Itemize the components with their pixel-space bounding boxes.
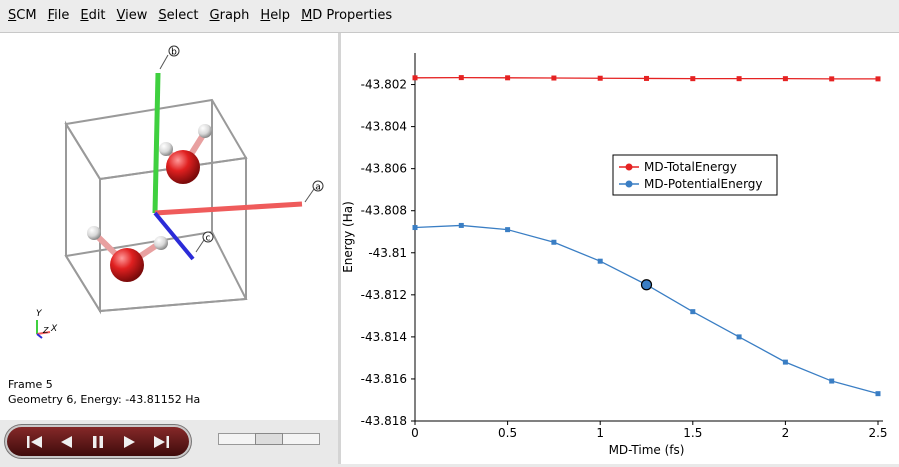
data-point: [412, 225, 418, 231]
data-point: [875, 76, 881, 82]
player-bar: [5, 425, 191, 458]
geometry-energy-label: Geometry 6, Energy: -43.81152 Ha: [8, 393, 201, 406]
playback-controls: [0, 420, 338, 464]
hydrogen-atom: [198, 124, 212, 138]
data-point: [875, 391, 881, 397]
data-point: [736, 76, 742, 82]
data-point: [829, 76, 835, 82]
data-point: [597, 258, 603, 264]
data-point: [505, 75, 511, 81]
legend-box: [612, 154, 778, 196]
current-frame-marker[interactable]: [640, 279, 653, 291]
energy-graph[interactable]: -43.802 -43.804 -43.806 -43.808 -43.81 -43.81…: [341, 33, 899, 464]
y-tick-label: -43.806: [361, 162, 407, 176]
oxygen-atom: [166, 150, 200, 184]
data-point: [782, 76, 788, 82]
legend-label: MD-PotentialEnergy: [644, 177, 763, 191]
svg-text:c: c: [206, 234, 211, 244]
play-backward-icon: [61, 435, 73, 448]
svg-text:b: b: [171, 48, 177, 58]
skip-back-icon: [26, 435, 42, 448]
data-point: [412, 75, 418, 81]
data-point: [505, 227, 511, 233]
frame-label: Frame 5: [8, 378, 53, 391]
pause-button[interactable]: [87, 433, 109, 451]
x-axis-title: MD-Time (fs): [609, 443, 685, 457]
molecule-viewer[interactable]: b a c: [0, 33, 338, 373]
molecule-canvas[interactable]: b a c: [0, 33, 338, 373]
y-tick-label: -43.804: [361, 120, 407, 134]
menu-graph[interactable]: Graph: [209, 8, 250, 23]
previous-frame-button[interactable]: [55, 433, 77, 451]
menu-select[interactable]: Select: [158, 8, 199, 23]
molecule-panel: b a c: [0, 33, 338, 464]
skip-forward-icon: [154, 435, 170, 448]
data-point: [690, 309, 696, 315]
y-tick-label: -43.812: [361, 288, 407, 302]
data-point: [458, 75, 464, 81]
y-tick-label: -43.816: [361, 372, 407, 386]
svg-text:Y: Y: [36, 309, 43, 319]
y-tick-label: -43.802: [361, 78, 407, 92]
menu-help[interactable]: Help: [260, 8, 291, 23]
menu-edit[interactable]: Edit: [80, 8, 106, 23]
pane-splitter[interactable]: [338, 33, 341, 464]
axis-label-b: b: [168, 45, 180, 58]
water-molecule-1[interactable]: [159, 124, 212, 184]
x-tick-label: 1.5: [683, 426, 702, 440]
frame-info: Frame 5 Geometry 6, Energy: -43.81152 Ha: [8, 377, 200, 407]
x-tick-label: 0: [411, 426, 419, 440]
axis-label-c: c: [202, 231, 214, 244]
axis-label-a: a: [312, 180, 324, 193]
data-point: [690, 76, 696, 82]
slider-handle[interactable]: [255, 433, 283, 445]
hydrogen-atom: [87, 226, 101, 240]
orientation-triad: Y X Z: [36, 309, 58, 339]
x-tick-label: 1: [596, 426, 604, 440]
energy-chart[interactable]: -43.802 -43.804 -43.806 -43.808 -43.81 -43.81…: [341, 33, 899, 464]
last-frame-button[interactable]: [150, 433, 172, 451]
y-tick-label: -43.814: [361, 330, 407, 344]
pause-icon: [92, 435, 103, 448]
svg-text:a: a: [315, 183, 321, 193]
data-point: [644, 75, 649, 81]
x-tick-label: 0.5: [498, 426, 517, 440]
oxygen-atom: [110, 248, 144, 282]
lattice-axis-c: [153, 211, 195, 261]
menu-view[interactable]: View: [116, 8, 148, 23]
y-tick-label: -43.818: [361, 414, 407, 428]
x-tick-label: 2: [782, 426, 790, 440]
y-axis-title: Energy (Ha): [341, 201, 355, 273]
speed-slider[interactable]: [218, 433, 320, 445]
data-point: [597, 75, 603, 81]
menu-bar: SCM File Edit View Select Graph Help MD Propert…: [0, 0, 899, 33]
data-point: [458, 222, 464, 228]
series-line-md-potentialenergy: [414, 224, 879, 395]
x-tick-label: 2.5: [868, 426, 887, 440]
water-molecule-2[interactable]: [87, 226, 168, 282]
lattice-axis-b: [152, 72, 161, 214]
data-point: [551, 239, 557, 245]
legend-label: MD-TotalEnergy: [644, 160, 737, 174]
legend-marker: [625, 180, 633, 188]
svg-text:Z: Z: [42, 326, 49, 335]
next-frame-button[interactable]: [119, 433, 141, 451]
data-point: [829, 378, 835, 384]
play-forward-icon: [123, 435, 135, 448]
y-tick-label: -43.808: [361, 204, 407, 218]
legend-marker: [625, 163, 633, 171]
first-frame-button[interactable]: [24, 433, 46, 451]
y-tick-label: -43.81: [368, 246, 407, 260]
hydrogen-atom: [159, 142, 173, 156]
hydrogen-atom: [154, 236, 168, 250]
menu-file[interactable]: File: [47, 8, 70, 23]
menu-scm[interactable]: SCM: [8, 8, 37, 23]
data-point: [551, 75, 557, 81]
menu-md-properties[interactable]: MD Properties: [301, 8, 393, 23]
svg-text:X: X: [50, 324, 58, 334]
data-point: [736, 334, 742, 340]
lattice-axis-a: [154, 201, 303, 216]
data-point: [782, 359, 788, 365]
